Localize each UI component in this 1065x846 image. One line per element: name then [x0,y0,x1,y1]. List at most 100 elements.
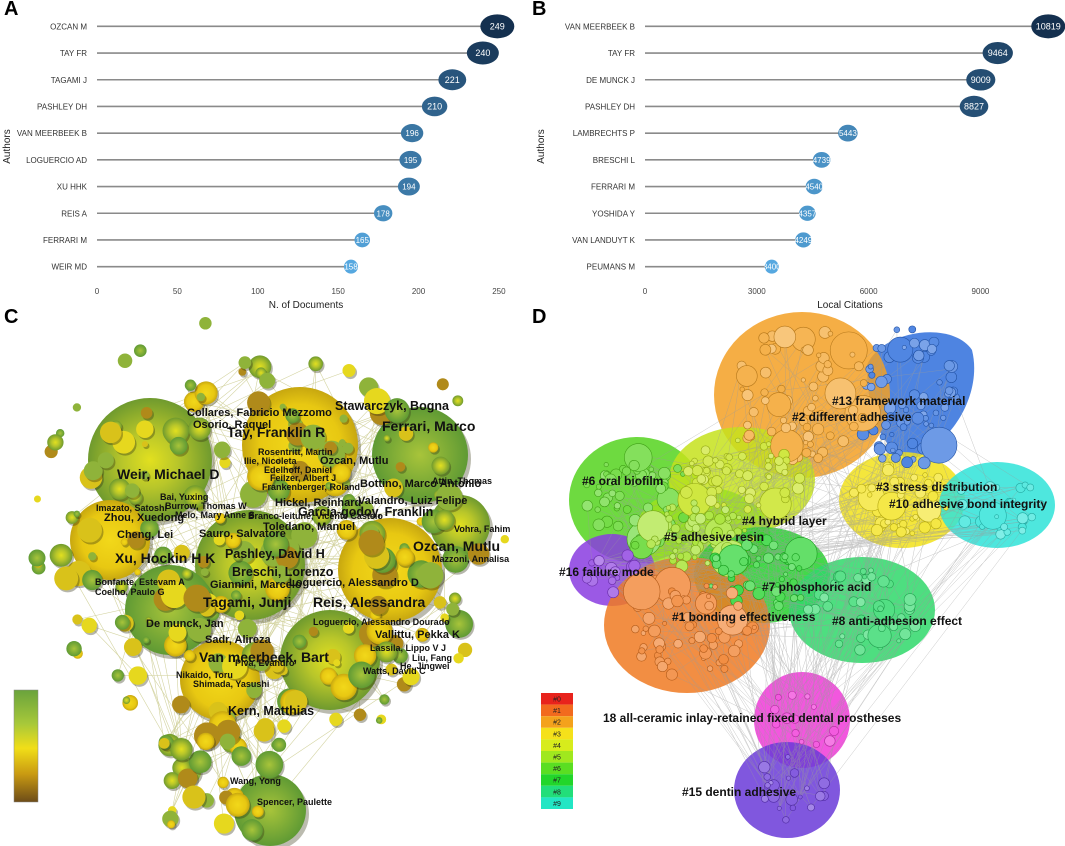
network-c-node [331,463,351,483]
network-d-node [691,505,700,514]
network-d-node [655,645,664,654]
network-d-edge [658,494,870,542]
network-d-legend-label: #0 [553,697,561,704]
network-d-node [856,483,867,494]
network-d-node [741,389,754,401]
network-c-node [200,568,209,577]
network-c-node [435,483,463,511]
network-d-node [690,544,701,556]
network-c-author-label: Stawarczyk, Bogna [335,399,450,413]
network-d-node [765,473,772,480]
network-d-node [766,426,777,437]
network-d-node [978,501,1007,530]
network-d-node [682,611,693,623]
network-d-edge [764,558,769,768]
network-d-node [769,540,779,551]
chart-a-top-authors-documents: 249 OZCAN M 240 TAY FR 221 TAGAMI J 210 PASHLEY… [2,14,515,310]
network-c-node [253,720,275,742]
chart-a-dot [438,69,467,91]
network-c-coauthorship: Collares, Fabricio Mezzomo Stawarczyk, Bo… [13,317,510,846]
network-c-node [279,403,287,411]
network-d-edge [767,584,778,786]
network-c-node [217,776,229,789]
network-d-legend-label: #7 [553,778,561,785]
network-d-legend-label: #1 [553,708,561,715]
chart-a-value-label: 194 [402,183,416,192]
network-d-node [742,625,753,636]
network-d-legend-swatch [541,704,573,717]
network-d-node [882,464,895,477]
network-c-node [457,642,473,658]
network-d-node [901,345,907,350]
network-c-node [197,732,215,751]
network-d-node [706,633,717,644]
network-c-node [177,768,198,789]
network-d-node [673,639,683,649]
network-d-node [711,475,723,487]
network-c-node [196,392,206,402]
network-d-node [735,437,741,444]
network-d-node [712,554,720,562]
network-c-author-label: Tay, Franklin R [227,424,325,440]
chart-b-category-label: PEUMANS M [587,263,636,272]
network-d-node [818,777,830,789]
network-d-node [789,804,797,812]
network-c-node [440,613,449,622]
network-d-node [802,422,812,432]
network-d-node [859,568,867,575]
network-c-author-label: Spencer, Paulette [257,797,332,807]
network-d-edge [816,497,872,745]
network-c-node [81,617,97,634]
network-c-author-label: Imazato, Satoshi [96,503,167,513]
chart-a-dot [421,96,448,117]
network-d-node [909,530,915,536]
network-d-node [755,555,762,562]
network-c-node [158,737,170,749]
network-c-author-label: Feilzer, Albert J [270,473,336,483]
network-d-node [914,486,926,499]
network-d-node [797,794,803,800]
network-d-node [725,587,739,600]
chart-a-dot [399,150,422,169]
chart-a-tick-label: 150 [331,287,345,296]
network-d-edge [763,486,777,725]
network-c-author-label: Loguercio, Alessandro D [289,577,419,589]
network-d-node [675,537,683,545]
chart-b-tick-label: 6000 [860,287,878,296]
network-d-node [715,627,723,635]
network-c-node [325,482,333,490]
network-d-node [677,552,685,560]
network-c-author-label: Weir, Michael D [117,466,219,482]
network-d-node [786,775,791,781]
chart-a-value-label: 221 [445,75,460,85]
chart-b-category-label: BRESCHI L [593,156,636,165]
chart-a-dot [400,124,424,143]
network-d-node [775,693,782,701]
network-c-node [271,565,290,584]
network-d-node [621,466,632,476]
network-c-node [402,668,420,686]
network-d-node [889,476,900,487]
network-d-node [936,379,943,386]
network-d-node [792,482,805,495]
network-d-node [790,594,798,603]
network-d-cluster-label: #7 phosphoric acid [762,580,871,594]
network-d-edge [785,498,831,742]
network-d-node [621,549,634,562]
chart-a-value-label: 240 [475,48,490,58]
network-d-cluster-label: #13 framework material [832,394,965,408]
network-d-legend: #0 #1 #2 #3 #4 #5 #6 #7 #8 #9 [541,693,573,809]
network-d-edge [779,744,817,809]
network-c-node [120,538,128,546]
network-d-node [789,578,798,587]
chart-a-value-label: 195 [404,156,418,165]
chart-b-x-axis-title: Local Citations [817,300,883,310]
network-d-node [825,431,835,441]
network-d-node [856,614,867,625]
network-d-node [735,469,744,479]
network-c-author-label: Nikaido, Toru [176,670,233,680]
network-d-node [873,442,886,455]
chart-a-category-label: XU HHK [57,183,88,192]
network-d-legend-swatch [541,797,573,809]
network-d-node [886,412,895,421]
